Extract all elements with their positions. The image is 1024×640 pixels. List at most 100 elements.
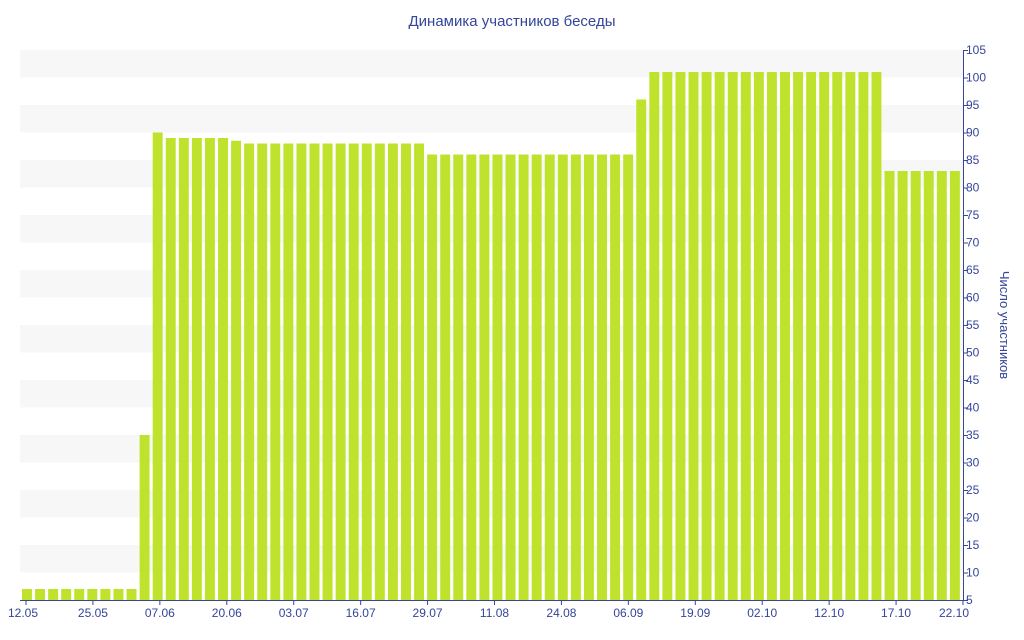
bar [126,589,137,600]
x-tick-label: 16.07 [346,606,376,620]
x-tick-label: 06.09 [613,606,643,620]
bar [440,154,451,600]
bar [636,99,647,600]
bar [218,138,228,600]
y-tick-label: 75 [966,208,980,222]
bar [453,154,464,600]
bar [466,154,477,600]
bar [427,154,438,600]
y-tick-label: 30 [966,456,980,470]
bar [283,143,294,600]
y-tick-label: 90 [966,126,980,140]
y-axis-title: Число участников [997,271,1012,379]
y-tick-label: 25 [966,483,980,497]
bar [597,154,607,600]
bar [557,154,568,600]
x-tick-label: 02.10 [747,606,777,620]
bar [675,72,686,600]
bar [688,72,699,600]
bar [662,72,673,600]
bar [244,143,255,600]
bar [87,589,98,600]
bar [35,589,46,600]
bar [22,589,32,600]
y-tick-label: 50 [966,346,980,360]
bar [936,171,947,600]
x-tick-label: 12.10 [814,606,844,620]
bar [544,154,555,600]
bar [374,143,385,600]
bar [309,143,320,600]
bar [492,154,503,600]
bar [570,154,581,600]
chart-title: Динамика участников беседы [408,13,616,30]
y-tick-label: 35 [966,428,980,442]
bar [113,589,124,600]
y-tick-label: 60 [966,291,980,305]
bar [884,171,895,600]
bar [165,138,176,600]
x-tick-label: 12.05 [8,606,38,620]
bar [387,143,398,600]
bar [610,154,621,600]
grid-band [20,325,963,353]
bar [531,154,542,600]
bar [766,72,777,600]
y-tick-label: 85 [966,153,980,167]
y-tick-label: 45 [966,373,980,387]
grid-band [20,160,963,188]
x-axis-ticks: 12.05 25.05 07.06 20.06 03.07 16.07 29.07 11.08… [8,600,969,620]
grid-band [20,545,963,573]
bar [780,72,790,600]
bar [714,72,725,600]
y-tick-label: 80 [966,181,980,195]
bar [518,154,529,600]
bar [949,171,960,600]
x-tick-label: 20.06 [212,606,242,620]
x-tick-label: 25.05 [78,606,108,620]
bar [100,589,111,600]
y-tick-label: 100 [966,71,986,85]
bar [740,72,751,600]
y-tick-label: 10 [966,566,980,580]
grid-band [20,435,963,463]
bar [361,143,372,600]
grid-band [20,215,963,243]
bar [871,72,882,600]
x-tick-label: 24.08 [546,606,576,620]
bar [623,154,634,600]
x-tick-label: 03.07 [279,606,309,620]
bar [806,72,817,600]
bar [753,72,764,600]
bar [335,143,346,600]
bar [322,143,333,600]
y-axis-ticks: 5 10 15 20 25 30 35 40 45 50 55 60 65 70 75 80 85 90 95 100… [963,43,986,607]
y-tick-label: 105 [966,43,986,57]
bar [923,171,934,600]
bar [401,143,411,600]
bar [819,72,830,600]
bar [270,143,281,600]
bar [845,72,856,600]
bar [178,138,189,600]
y-tick-label: 15 [966,538,980,552]
y-tick-label: 20 [966,511,980,525]
y-tick-label: 5 [966,593,973,607]
bar [897,171,908,600]
bar [74,589,85,600]
bar [139,435,150,600]
bar [858,72,869,600]
bar [505,154,516,600]
x-tick-label: 22.10 [939,606,969,620]
bars [22,72,960,600]
bar [832,72,843,600]
bar [348,143,359,600]
y-tick-label: 40 [966,401,980,415]
bar [61,589,72,600]
x-tick-label: 29.07 [413,606,443,620]
bar [257,143,268,600]
x-tick-label: 07.06 [145,606,175,620]
bar [152,132,163,600]
grid-band [20,270,963,298]
